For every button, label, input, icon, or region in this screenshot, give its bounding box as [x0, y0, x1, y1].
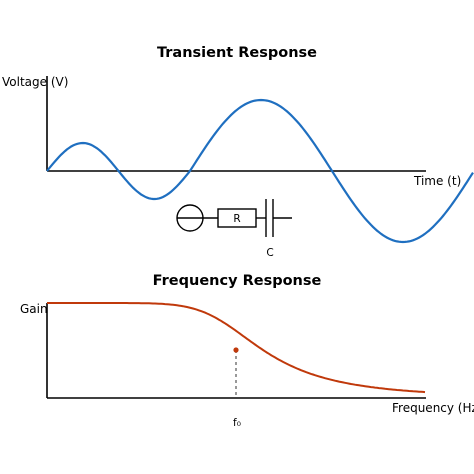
capacitor-label: C — [266, 247, 273, 259]
transient-response-curve — [46, 98, 474, 244]
transient-panel: Transient Response Voltage (V) Time (t) — [2, 45, 474, 244]
rc-circuit: R C — [176, 199, 292, 259]
cutoff-frequency-label: f₀ — [233, 417, 241, 429]
resistor-label: R — [233, 213, 240, 225]
cutoff-point — [233, 347, 239, 353]
transient-title: Transient Response — [157, 45, 317, 61]
transient-y-axis-label: Voltage (V) — [2, 75, 68, 89]
frequency-x-axis-label: Frequency (Hz) — [392, 401, 474, 415]
transient-x-axis-label: Time (t) — [413, 174, 461, 188]
frequency-response-curve — [47, 302, 426, 394]
frequency-y-axis-label: Gain — [20, 302, 48, 316]
frequency-title: Frequency Response — [153, 273, 322, 289]
frequency-panel: Frequency Response Gain Frequency (Hz) f… — [20, 273, 474, 429]
